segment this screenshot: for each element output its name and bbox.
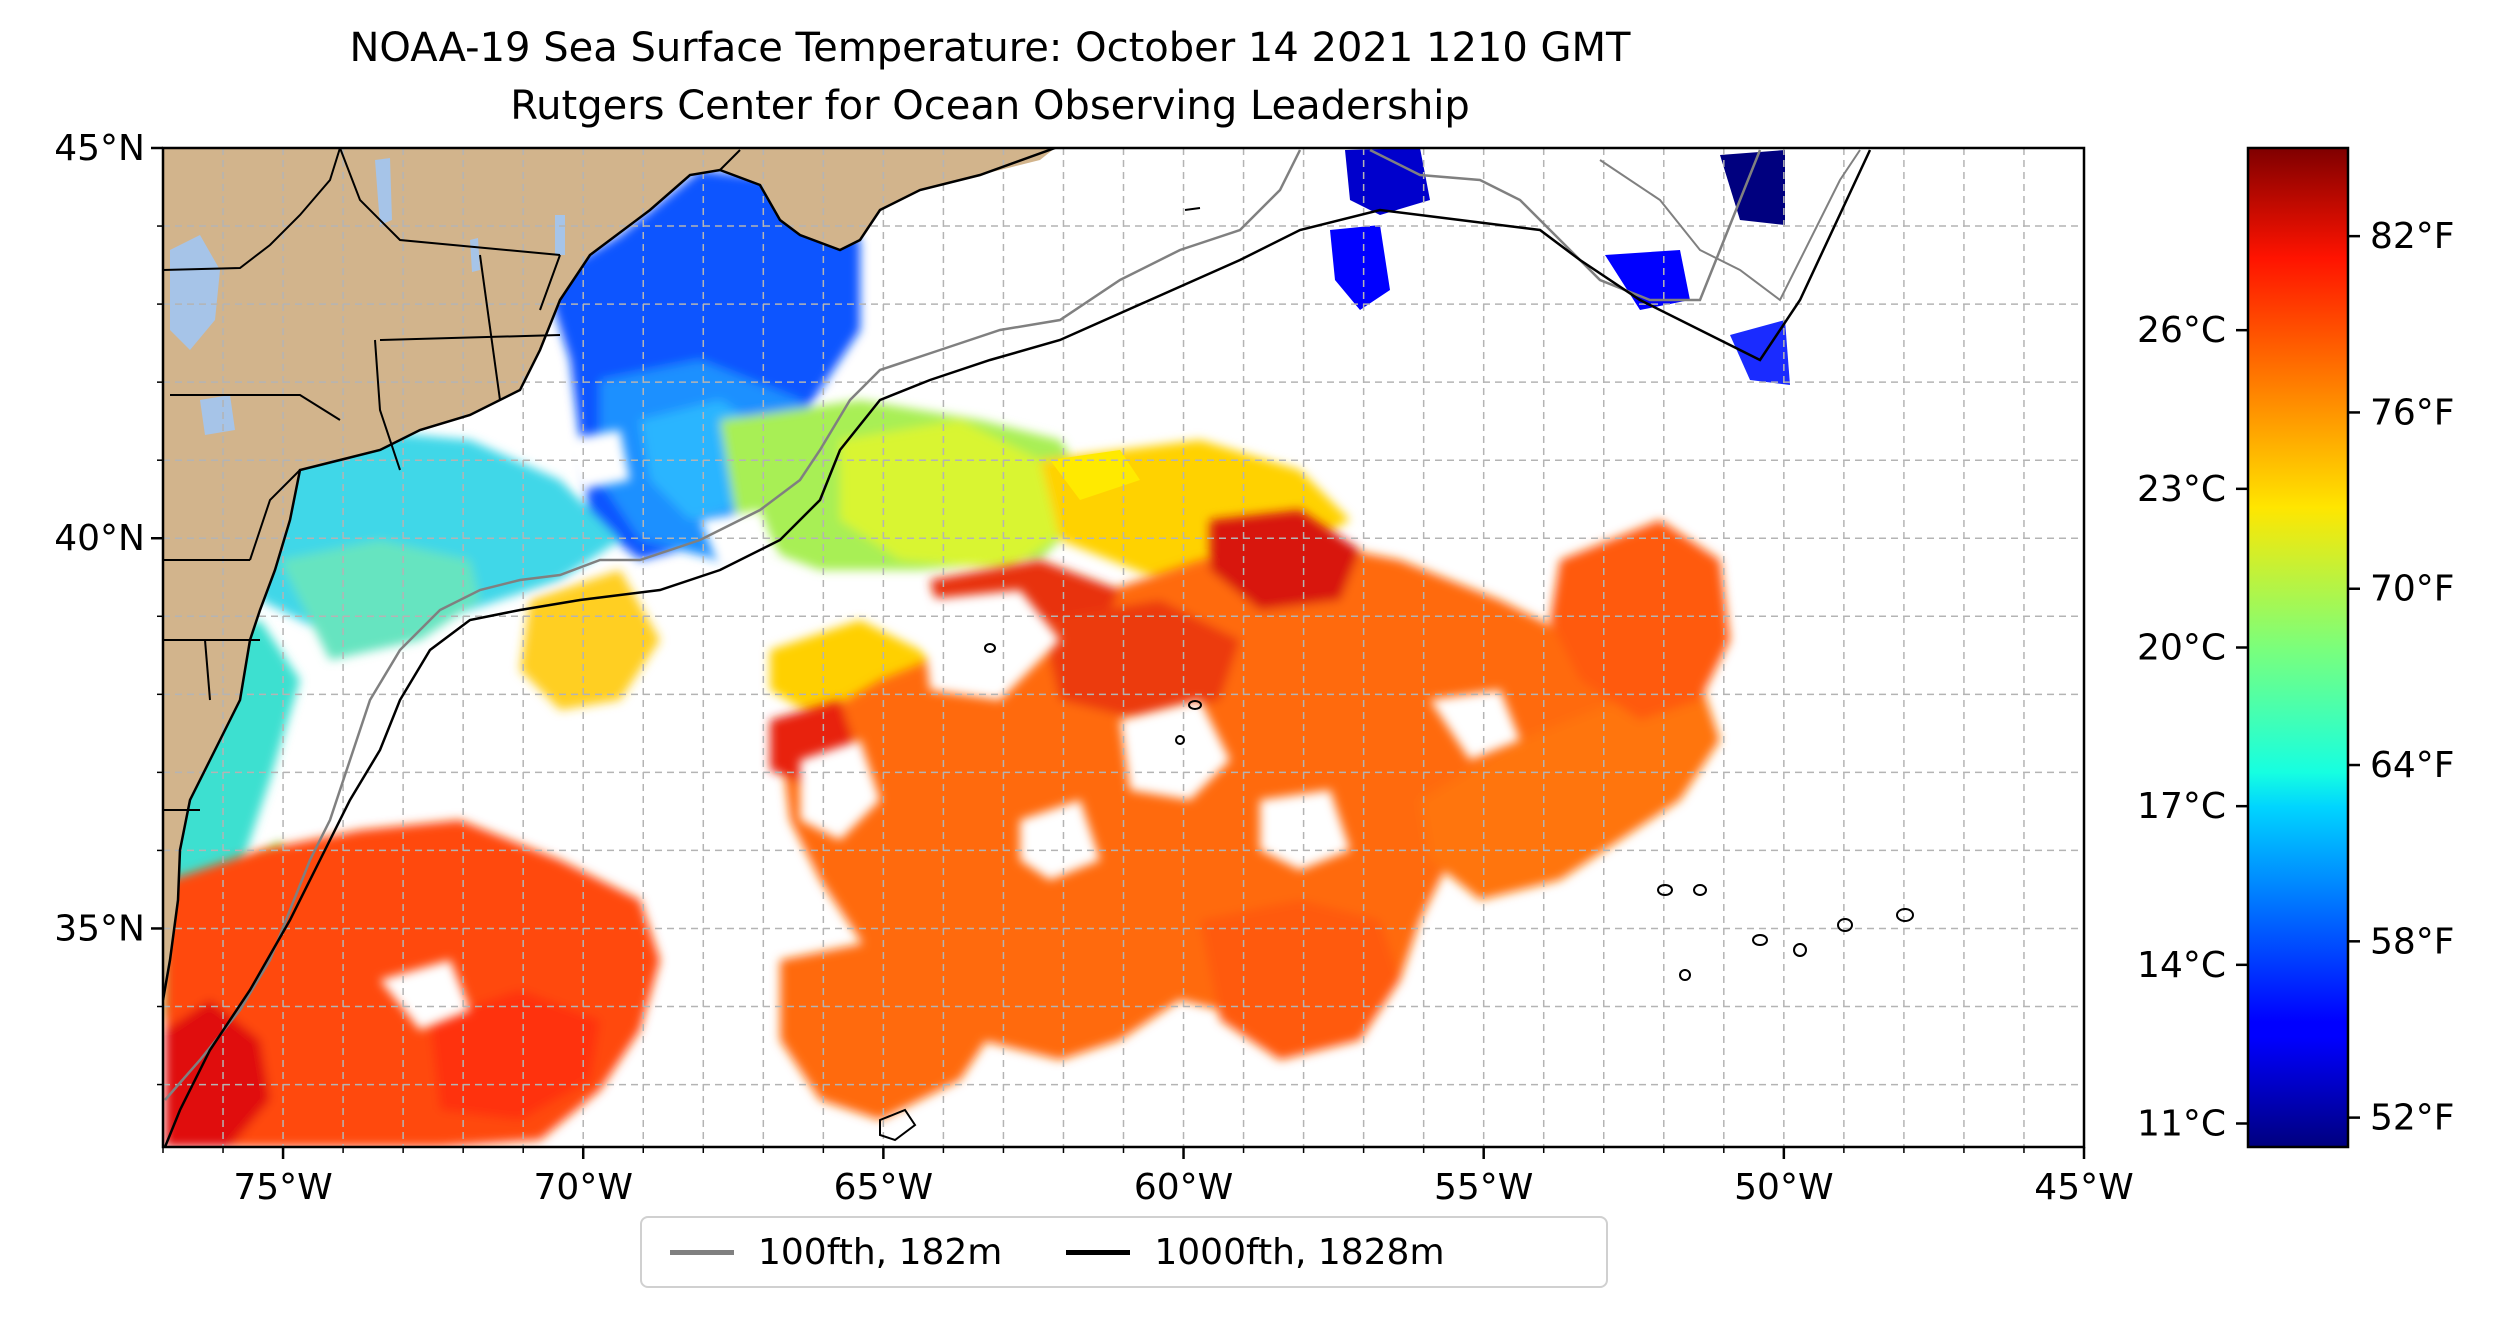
colorbar-f-label: 70°F — [2370, 569, 2455, 610]
lon-tick-label: 45°W — [2034, 1167, 2133, 1208]
legend-item-1000fth: 1000fth, 1828m — [1066, 1231, 1445, 1273]
lon-tick-label: 60°W — [1134, 1167, 1233, 1208]
colorbar-c-label: 14°C — [2137, 945, 2226, 986]
lon-tick-label: 65°W — [834, 1167, 933, 1208]
isobath-100fth-grand-banks — [1599, 149, 1861, 302]
legend-line-black — [1066, 1249, 1131, 1255]
isobath-1000fth — [163, 149, 1872, 1147]
map-area — [163, 148, 2084, 1147]
colorbar-f-label: 76°F — [2370, 392, 2455, 433]
colorbar-fahrenheit-axis: 82°F 76°F 70°F 64°F 58°F 52°F — [2348, 216, 2455, 1139]
lakes — [170, 158, 565, 435]
legend-label-1000fth: 1000fth, 1828m — [1154, 1231, 1445, 1273]
lon-axis: 75°W 70°W 65°W 60°W 55°W 50°W 45°W — [162, 1147, 2134, 1208]
gridlines — [163, 148, 2084, 1147]
lon-tick-label: 70°W — [534, 1167, 633, 1208]
cloud-gaps — [380, 430, 1520, 1030]
lon-tick-label: 75°W — [233, 1167, 332, 1208]
seamount-outlines — [879, 207, 1914, 1142]
map-title: NOAA-19 Sea Surface Temperature: October… — [349, 25, 1631, 71]
colorbar-c-label: 20°C — [2137, 628, 2226, 669]
lon-tick-label: 55°W — [1434, 1167, 1533, 1208]
land — [163, 148, 1055, 1000]
colorbar-c-label: 23°C — [2137, 469, 2226, 510]
legend-line-gray — [670, 1249, 734, 1255]
map-subtitle: Rutgers Center for Ocean Observing Leade… — [510, 83, 1470, 129]
coastline — [163, 148, 1056, 1001]
lat-axis: 45°N 40°N 35°N — [54, 128, 163, 1086]
lat-tick-label: 40°N — [54, 518, 145, 559]
colorbar-gradient — [2248, 148, 2348, 1147]
colorbar-celsius-axis: 26°C 23°C 20°C 17°C 14°C 11°C — [2137, 310, 2248, 1144]
colorbar-c-label: 11°C — [2137, 1103, 2226, 1144]
colorbar-c-label: 17°C — [2137, 786, 2226, 827]
political-borders — [163, 148, 741, 811]
isobath-legend: 100fth, 182m 1000fth, 1828m — [640, 1216, 1608, 1288]
colorbar-f-label: 52°F — [2370, 1098, 2455, 1139]
colorbar-f-label: 58°F — [2370, 921, 2455, 962]
lat-tick-label: 35°N — [54, 908, 145, 949]
colorbar-f-label: 64°F — [2370, 745, 2455, 786]
sst-north-fragments — [770, 148, 1790, 500]
legend-label-100fth: 100fth, 182m — [758, 1231, 1003, 1273]
isobath-100fth — [164, 148, 1762, 1101]
colorbar-c-label: 26°C — [2137, 310, 2226, 351]
lon-tick-label: 50°W — [1734, 1167, 1833, 1208]
lat-tick-label: 45°N — [54, 128, 145, 169]
legend-item-100fth: 100fth, 182m — [670, 1232, 1002, 1273]
colorbar-f-label: 82°F — [2370, 216, 2455, 257]
